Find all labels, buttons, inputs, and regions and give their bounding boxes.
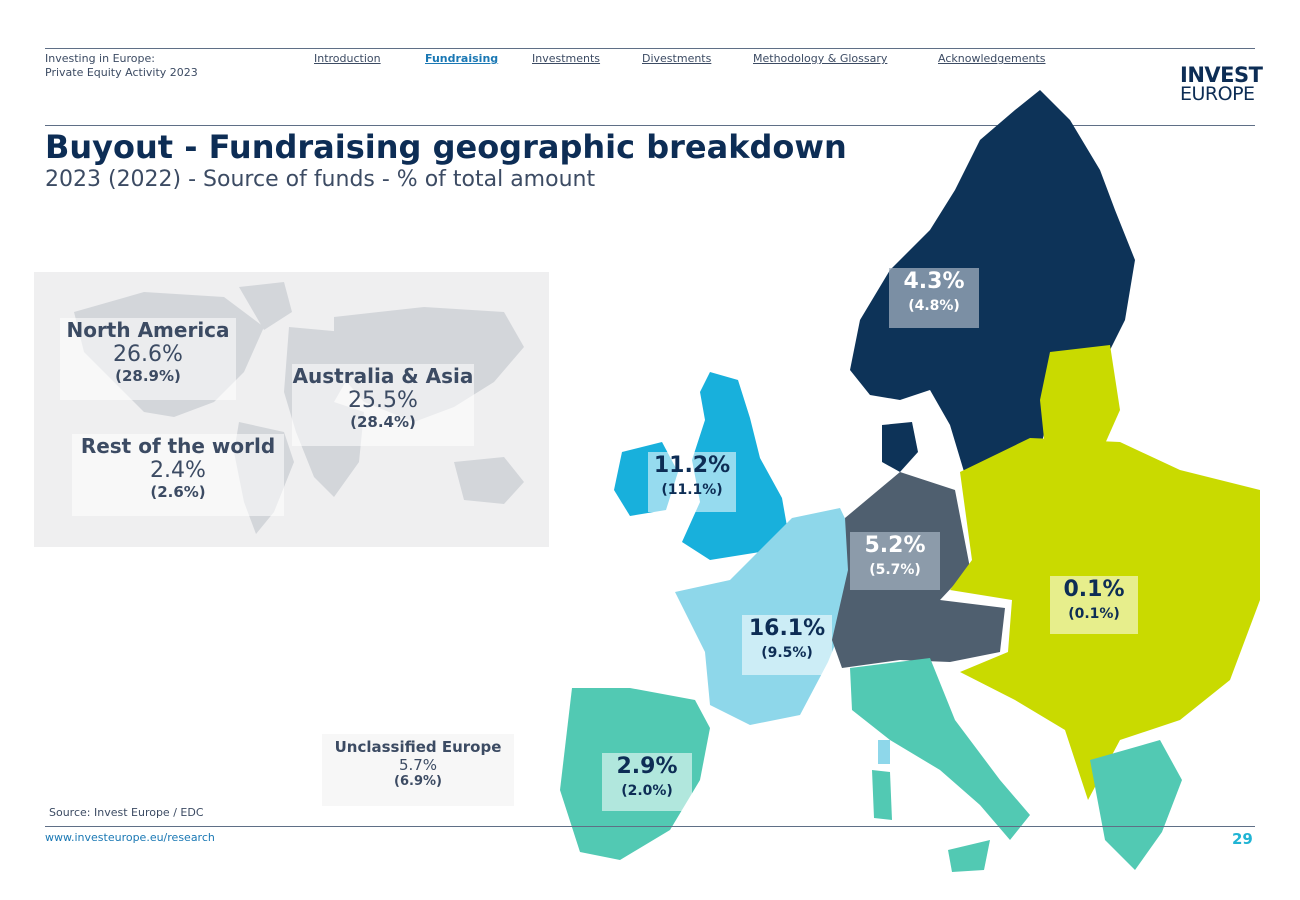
region-denmark	[882, 422, 918, 472]
rest-of-world-prev: (2.6%)	[150, 483, 206, 501]
page-title: Buyout - Fundraising geographic breakdow…	[45, 128, 847, 166]
nav-acknowledgements[interactable]: Acknowledgements	[938, 52, 1046, 65]
region-baltics	[1040, 345, 1120, 455]
label-dach: 5.2% (5.7%)	[850, 532, 940, 590]
dach-value: 5.2%	[864, 533, 926, 558]
logo-line2: EUROPE	[1180, 83, 1255, 105]
dach-prev: (5.7%)	[869, 562, 921, 578]
uk-ireland-value: 11.2%	[653, 453, 731, 478]
label-unclassified-europe: Unclassified Europe 5.7% (6.9%)	[322, 734, 514, 806]
uk-ireland-prev: (11.1%)	[661, 482, 723, 498]
label-australia-asia: Australia & Asia 25.5% (28.4%)	[292, 364, 474, 446]
region-sardinia	[872, 770, 892, 820]
region-greece	[1090, 740, 1182, 870]
document-title-line2: Private Equity Activity 2023	[45, 66, 198, 79]
source-note: Source: Invest Europe / EDC	[49, 806, 204, 819]
nav-fundraising[interactable]: Fundraising	[425, 52, 499, 65]
north-america-name: North America	[66, 318, 230, 342]
top-rule	[45, 48, 1255, 49]
label-uk-ireland: 11.2% (11.1%)	[648, 452, 736, 512]
north-america-prev: (28.9%)	[115, 367, 181, 385]
cee-value: 0.1%	[1063, 577, 1125, 602]
southern-europe-value: 2.9%	[616, 754, 678, 779]
europe-map	[560, 90, 1260, 872]
world-map-panel: North America 26.6% (28.9%) Australia & …	[34, 272, 549, 547]
title-rule	[45, 125, 1255, 126]
france-benelux-prev: (9.5%)	[761, 645, 813, 661]
region-italy	[850, 658, 1030, 840]
nav-methodology-glossary[interactable]: Methodology & Glossary	[753, 52, 888, 65]
logo-line1: INVEST	[1180, 63, 1263, 87]
label-southern-europe: 2.9% (2.0%)	[602, 753, 692, 811]
footer-rule	[45, 826, 1255, 827]
nordics-prev: (4.8%)	[908, 298, 960, 314]
region-corsica	[878, 740, 890, 764]
rest-of-world-value: 2.4%	[150, 458, 206, 483]
rest-of-world-name: Rest of the world	[80, 434, 276, 458]
region-sicily	[948, 840, 990, 872]
label-nordics: 4.3% (4.8%)	[889, 268, 979, 328]
unclassified-value: 5.7%	[398, 756, 438, 774]
label-france-benelux: 16.1% (9.5%)	[742, 615, 832, 675]
label-cee: 0.1% (0.1%)	[1050, 576, 1138, 634]
page-number: 29	[1232, 830, 1253, 848]
invest-europe-logo: INVEST EUROPE	[1180, 63, 1263, 105]
document-title-line1: Investing in Europe:	[45, 52, 155, 65]
label-rest-of-world: Rest of the world 2.4% (2.6%)	[72, 434, 284, 516]
france-benelux-value: 16.1%	[748, 616, 826, 641]
nav-divestments[interactable]: Divestments	[642, 52, 712, 65]
footer-url-link[interactable]: www.investeurope.eu/research	[45, 831, 215, 844]
unclassified-prev: (6.9%)	[394, 774, 442, 789]
australia-asia-prev: (28.4%)	[350, 413, 416, 431]
label-north-america: North America 26.6% (28.9%)	[60, 318, 236, 400]
unclassified-name: Unclassified Europe	[334, 738, 502, 756]
nav-introduction[interactable]: Introduction	[314, 52, 381, 65]
nordics-value: 4.3%	[903, 269, 965, 294]
landmass-greenland	[239, 282, 292, 330]
australia-asia-name: Australia & Asia	[292, 364, 474, 388]
landmass-australia	[454, 457, 524, 504]
document-title: Investing in Europe: Private Equity Acti…	[45, 52, 198, 80]
australia-asia-value: 25.5%	[348, 388, 418, 413]
nav-investments[interactable]: Investments	[532, 52, 601, 65]
north-america-value: 26.6%	[113, 342, 183, 367]
southern-europe-prev: (2.0%)	[621, 783, 673, 799]
page-subtitle: 2023 (2022) - Source of funds - % of tot…	[45, 167, 596, 192]
cee-prev: (0.1%)	[1068, 606, 1120, 622]
